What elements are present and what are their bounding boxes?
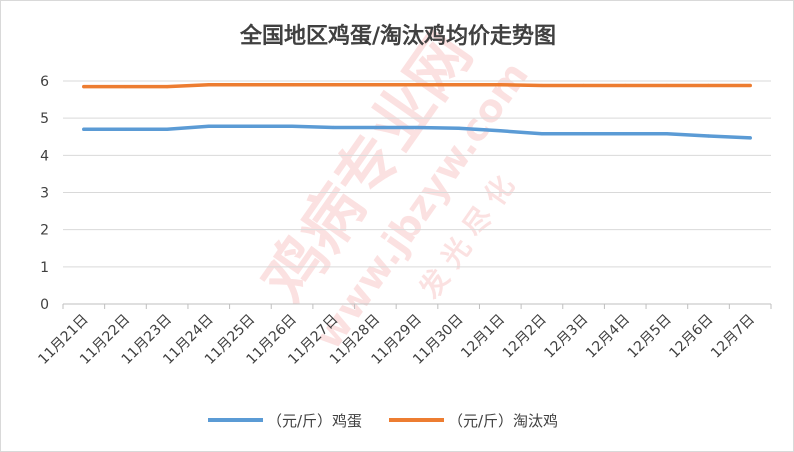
series-lines	[82, 82, 752, 140]
data-point	[332, 83, 336, 87]
data-point	[82, 127, 86, 131]
x-tick-label: 12月3日	[541, 312, 591, 362]
data-point	[373, 83, 377, 87]
data-point	[332, 125, 336, 130]
x-tick-label: 12月6日	[666, 312, 716, 362]
data-point	[165, 127, 169, 131]
y-tick-label: 4	[40, 148, 49, 164]
data-point	[123, 84, 128, 89]
y-tick-label: 3	[40, 186, 49, 202]
data-point	[457, 83, 461, 87]
data-point	[207, 83, 211, 87]
data-point	[415, 125, 419, 130]
data-point	[457, 126, 461, 130]
data-point	[748, 136, 752, 140]
data-point	[248, 83, 253, 87]
data-point	[290, 124, 294, 128]
legend: （元/斤）鸡蛋 （元/斤）淘汰鸡	[208, 412, 558, 430]
x-tick-label: 12月7日	[708, 312, 758, 362]
data-point	[540, 132, 544, 136]
data-point	[498, 129, 502, 133]
x-tick-label: 12月2日	[500, 312, 550, 362]
y-tick-label: 5	[40, 111, 49, 127]
data-point	[581, 132, 586, 136]
legend-label-eggs: （元/斤）鸡蛋	[267, 412, 362, 430]
y-tick-label: 1	[40, 260, 49, 276]
data-point	[248, 124, 253, 128]
y-tick-label: 0	[40, 297, 49, 313]
data-point	[665, 83, 669, 88]
x-tick-label: 12月4日	[583, 312, 633, 362]
data-point	[165, 84, 169, 89]
data-point	[373, 125, 377, 130]
data-point	[623, 83, 627, 88]
chart-title: 全国地区鸡蛋/淘汰鸡均价走势图	[239, 23, 556, 49]
legend-label-culled-hens: （元/斤）淘汰鸡	[448, 412, 558, 430]
gridlines	[63, 80, 771, 305]
data-point	[82, 84, 86, 89]
y-tick-label: 6	[40, 74, 49, 90]
data-point	[415, 83, 419, 87]
x-tick-label: 12月1日	[458, 312, 508, 362]
data-point	[581, 83, 586, 88]
data-point	[706, 83, 711, 88]
data-point	[665, 132, 669, 136]
data-point	[623, 132, 627, 136]
y-axis-ticks: 0 1 2 3 4 5 6	[40, 74, 49, 313]
x-tick-label: 12月5日	[625, 312, 675, 362]
data-point	[290, 83, 294, 87]
x-axis-ticks: 11月21日11月22日11月23日11月24日11月25日11月26日11月2…	[35, 304, 772, 368]
data-point	[123, 127, 128, 131]
data-point	[498, 83, 502, 87]
y-tick-label: 2	[40, 223, 49, 239]
data-point	[706, 134, 711, 138]
data-point	[540, 83, 544, 88]
data-point	[207, 124, 211, 128]
data-point	[748, 83, 752, 88]
